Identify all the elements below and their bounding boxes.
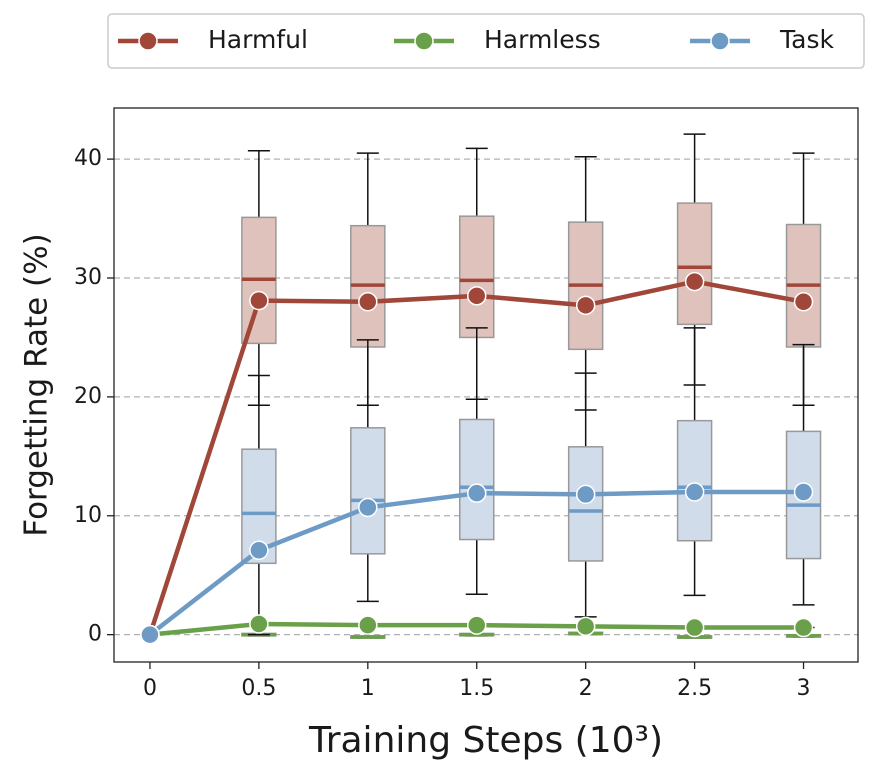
box xyxy=(785,343,822,606)
series-marker xyxy=(684,271,705,292)
legend-marker xyxy=(138,31,158,51)
series-marker xyxy=(684,482,705,502)
y-axis-label: Forgetting Rate (%) xyxy=(19,233,55,536)
series-marker xyxy=(466,483,487,503)
box-body xyxy=(676,202,713,326)
series-marker xyxy=(793,292,814,312)
series-marker xyxy=(358,292,378,312)
series-marker xyxy=(249,614,269,634)
legend-marker xyxy=(414,31,434,51)
legend-label: Harmless xyxy=(484,25,601,54)
y-tick-label: 40 xyxy=(74,146,102,171)
series-marker xyxy=(684,617,705,638)
series-marker xyxy=(140,624,160,645)
box-body xyxy=(458,215,495,339)
box xyxy=(458,327,495,595)
y-tick-label: 10 xyxy=(74,503,102,528)
series-marker xyxy=(793,617,814,638)
series-marker xyxy=(575,484,596,505)
box xyxy=(676,133,713,386)
y-tick-label: 30 xyxy=(74,265,102,290)
x-tick-label: 0 xyxy=(143,676,157,701)
x-axis-label: Training Steps (10³) xyxy=(308,720,663,761)
box-body xyxy=(350,427,386,555)
box xyxy=(676,327,713,597)
x-tick-label: 1.5 xyxy=(459,676,494,701)
legend-label: Task xyxy=(779,25,834,54)
series-marker xyxy=(793,482,814,502)
x-tick-label: 2 xyxy=(579,676,593,701)
box xyxy=(567,155,604,411)
y-tick-label: 20 xyxy=(74,384,102,409)
x-tick-label: 2.5 xyxy=(677,676,712,701)
axes-frame xyxy=(113,107,859,663)
series-marker xyxy=(358,615,378,635)
x-tick-label: 3 xyxy=(797,676,811,701)
series-marker xyxy=(358,497,378,518)
box-body xyxy=(676,419,713,542)
series-marker xyxy=(466,286,487,306)
series-marker xyxy=(575,616,596,637)
legend-label: Harmful xyxy=(208,25,308,54)
legend-frame xyxy=(107,13,865,69)
series-marker xyxy=(249,290,269,311)
legend-marker xyxy=(710,31,730,51)
box-body xyxy=(458,418,495,541)
y-tick-label: 0 xyxy=(88,622,102,647)
series-marker xyxy=(466,615,487,635)
series-marker xyxy=(249,540,269,560)
series-marker xyxy=(575,295,596,316)
x-tick-label: 0.5 xyxy=(241,676,276,701)
box xyxy=(241,150,277,406)
plot-area xyxy=(114,133,858,645)
box xyxy=(785,152,822,406)
box xyxy=(458,147,495,401)
x-tick-label: 1 xyxy=(361,676,375,701)
box xyxy=(241,374,277,636)
box xyxy=(350,339,386,603)
